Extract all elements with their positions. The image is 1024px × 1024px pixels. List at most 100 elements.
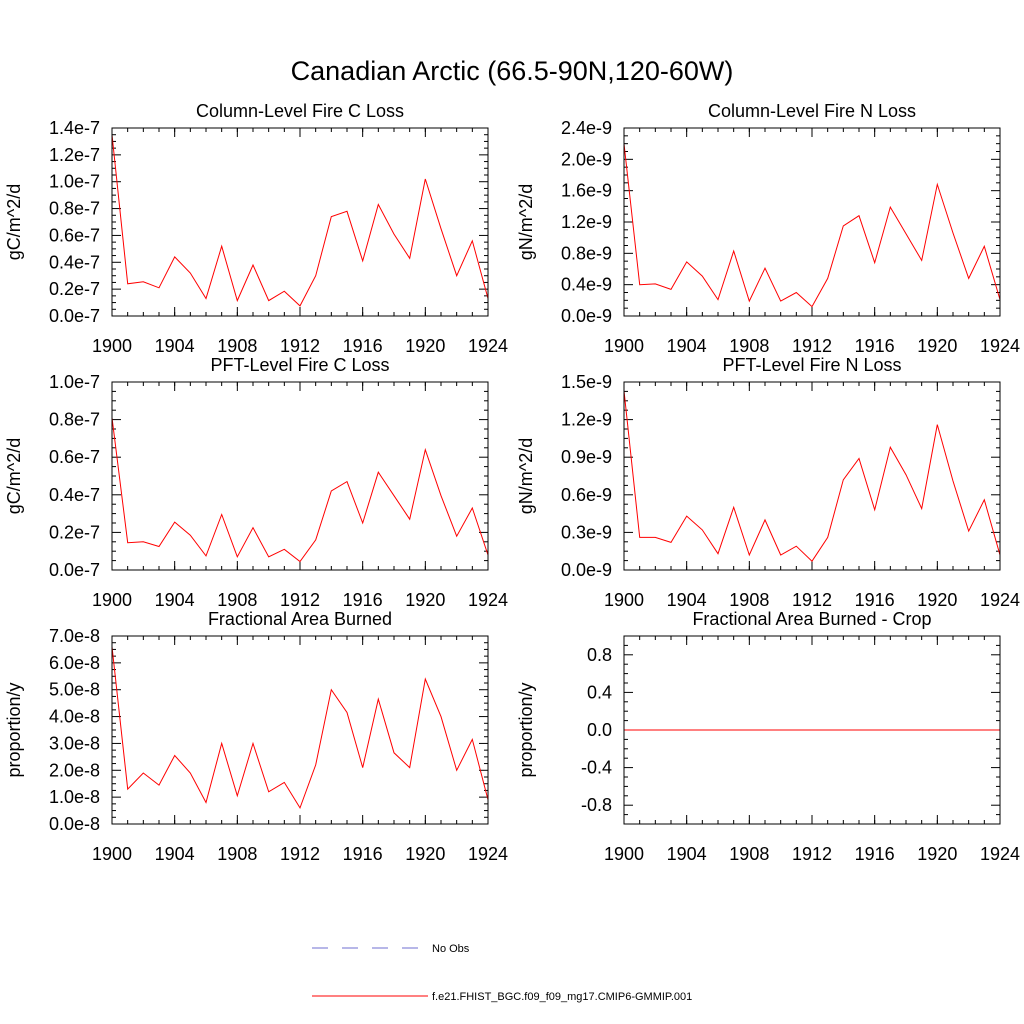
x-tick-label: 1920 [405, 590, 445, 610]
x-tick-label: 1908 [217, 590, 257, 610]
y-tick-label: 0.0e-9 [561, 306, 612, 326]
plot-frame [111, 127, 489, 317]
y-axis-label: gN/m^2/d [516, 438, 536, 514]
x-tick-label: 1908 [729, 590, 769, 610]
x-tick-label: 1912 [280, 590, 320, 610]
y-tick-label: 0.6e-7 [49, 447, 100, 467]
y-axis-label: gN/m^2/d [516, 184, 536, 260]
x-tick-label: 1920 [405, 336, 445, 356]
x-tick-label: 1924 [468, 590, 508, 610]
data-series-line [111, 417, 489, 563]
x-tick-label: 1908 [217, 336, 257, 356]
y-tick-label: 2.0e-8 [49, 760, 100, 780]
x-tick-label: 1920 [917, 844, 957, 864]
y-tick-label: 0.0e-8 [49, 814, 100, 834]
panel-title: Column-Level Fire C Loss [196, 101, 404, 121]
x-tick-label: 1916 [855, 590, 895, 610]
y-axis-label: proportion/y [516, 682, 536, 777]
panels-group: Column-Level Fire C Loss gC/m^2/d 1900 1904… [4, 101, 1020, 864]
panel-title: PFT-Level Fire N Loss [722, 355, 901, 375]
y-tick-label: -0.4 [581, 758, 612, 778]
y-tick-label: 3.0e-8 [49, 733, 100, 753]
x-tick-label: 1908 [729, 336, 769, 356]
x-tick-label: 1900 [604, 590, 644, 610]
y-axis-label: proportion/y [4, 682, 24, 777]
legend-label-no-obs: No Obs [432, 943, 470, 955]
y-axis-label: gC/m^2/d [4, 184, 24, 260]
x-tick-label: 1920 [917, 590, 957, 610]
y-tick-label: 1.0e-7 [49, 372, 100, 392]
data-series-line [111, 134, 489, 307]
x-tick-label: 1908 [217, 844, 257, 864]
x-tick-label: 1924 [980, 590, 1020, 610]
y-tick-label: 0.4e-7 [49, 252, 100, 272]
y-tick-label: 0.6e-9 [561, 485, 612, 505]
panel-title: Column-Level Fire N Loss [708, 101, 916, 121]
y-tick-label: 0.0e-9 [561, 560, 612, 580]
data-series-line [623, 390, 1001, 562]
x-tick-label: 1912 [280, 336, 320, 356]
x-tick-label: 1904 [155, 590, 195, 610]
x-tick-label: 1900 [92, 336, 132, 356]
y-tick-label: 0.2e-7 [49, 279, 100, 299]
plot-frame [623, 127, 1001, 317]
x-tick-label: 1920 [917, 336, 957, 356]
y-tick-label: 0.4e-7 [49, 485, 100, 505]
panel-title: PFT-Level Fire C Loss [210, 355, 389, 375]
x-tick-label: 1916 [343, 590, 383, 610]
y-tick-label: 0.9e-9 [561, 447, 612, 467]
panel-title: Fractional Area Burned - Crop [692, 609, 931, 629]
y-tick-label: 0.0 [587, 720, 612, 740]
y-tick-label: 1.2e-9 [561, 410, 612, 430]
x-tick-label: 1912 [280, 844, 320, 864]
y-tick-label: 1.0e-7 [49, 172, 100, 192]
x-tick-label: 1904 [667, 336, 707, 356]
x-tick-label: 1916 [343, 844, 383, 864]
plot-frame [111, 635, 489, 825]
y-tick-label: 2.4e-9 [561, 118, 612, 138]
x-tick-label: 1916 [855, 336, 895, 356]
legend: No Obs f.e21.FHIST_BGC.f09_f09_mg17.CMIP… [312, 943, 692, 1003]
x-tick-label: 1924 [980, 336, 1020, 356]
x-tick-label: 1912 [792, 844, 832, 864]
legend-label-model: f.e21.FHIST_BGC.f09_f09_mg17.CMIP6-GMMIP… [432, 991, 692, 1003]
x-tick-label: 1916 [343, 336, 383, 356]
x-tick-label: 1904 [155, 336, 195, 356]
plot-frame [623, 635, 1001, 825]
y-tick-label: 0.4 [587, 682, 612, 702]
y-tick-label: 4.0e-8 [49, 707, 100, 727]
panel-1: Column-Level Fire C Loss gC/m^2/d 1900 1904… [4, 101, 508, 356]
panel-2: Column-Level Fire N Loss gN/m^2/d 1900 1904… [516, 101, 1020, 356]
x-tick-label: 1924 [980, 844, 1020, 864]
x-tick-label: 1924 [468, 336, 508, 356]
y-tick-label: 0.8 [587, 645, 612, 665]
y-tick-label: 1.0e-8 [49, 787, 100, 807]
y-tick-label: 5.0e-8 [49, 680, 100, 700]
plot-frame [111, 381, 489, 571]
y-tick-label: 0.8e-9 [561, 243, 612, 263]
x-tick-label: 1908 [729, 844, 769, 864]
y-tick-label: 0.3e-9 [561, 522, 612, 542]
x-tick-label: 1912 [792, 590, 832, 610]
y-tick-label: 1.2e-9 [561, 212, 612, 232]
y-tick-label: 1.6e-9 [561, 181, 612, 201]
panel-4: PFT-Level Fire N Loss gN/m^2/d 1900 1904 190… [516, 355, 1020, 610]
y-tick-label: 0.8e-7 [49, 410, 100, 430]
data-series-line [623, 143, 1001, 308]
x-tick-label: 1900 [92, 844, 132, 864]
panel-title: Fractional Area Burned [208, 609, 392, 629]
y-tick-label: 1.2e-7 [49, 145, 100, 165]
y-tick-label: -0.8 [581, 795, 612, 815]
y-tick-label: 1.4e-7 [49, 118, 100, 138]
y-tick-label: 0.0e-7 [49, 306, 100, 326]
y-axis-label: gC/m^2/d [4, 438, 24, 514]
x-tick-label: 1920 [405, 844, 445, 864]
y-tick-label: 0.0e-7 [49, 560, 100, 580]
plot-frame [623, 381, 1001, 571]
x-tick-label: 1912 [792, 336, 832, 356]
x-tick-label: 1916 [855, 844, 895, 864]
x-tick-label: 1924 [468, 844, 508, 864]
y-tick-label: 0.2e-7 [49, 522, 100, 542]
panel-6: Fractional Area Burned - Crop proportion/… [516, 609, 1020, 864]
